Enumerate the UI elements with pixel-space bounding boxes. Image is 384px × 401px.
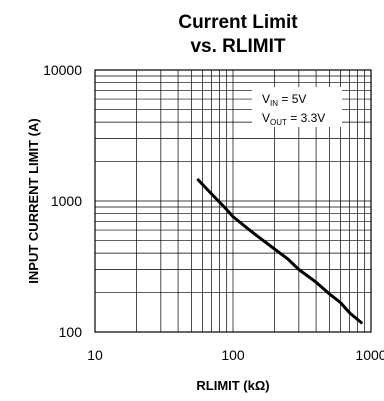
plot-frame bbox=[94, 69, 372, 333]
chart-title: Current Limit bbox=[178, 12, 298, 33]
y-tick-label: 100 bbox=[59, 324, 83, 340]
x-tick-label: 100 bbox=[221, 347, 245, 363]
vin-annotation: VIN = 5V bbox=[262, 92, 306, 108]
y-tick-labels: 100 1000 10000 bbox=[43, 62, 82, 340]
x-tick-labels: 10 100 1000 bbox=[87, 347, 384, 363]
x-axis-label: RLIMIT (kΩ) bbox=[196, 378, 269, 393]
series-line bbox=[196, 178, 363, 325]
y-axis-label: INPUT CURRENT LIMIT (A) bbox=[26, 118, 41, 283]
vout-annotation: VOUT = 3.3V bbox=[262, 111, 325, 127]
y-tick-label: 10000 bbox=[43, 62, 82, 78]
chart-subtitle: vs. RLIMIT bbox=[190, 36, 285, 57]
x-tick-label: 1000 bbox=[355, 347, 384, 363]
y-tick-label: 1000 bbox=[51, 193, 82, 209]
x-tick-label: 10 bbox=[87, 347, 103, 363]
series-group bbox=[196, 178, 363, 325]
annotation-box bbox=[252, 87, 342, 127]
